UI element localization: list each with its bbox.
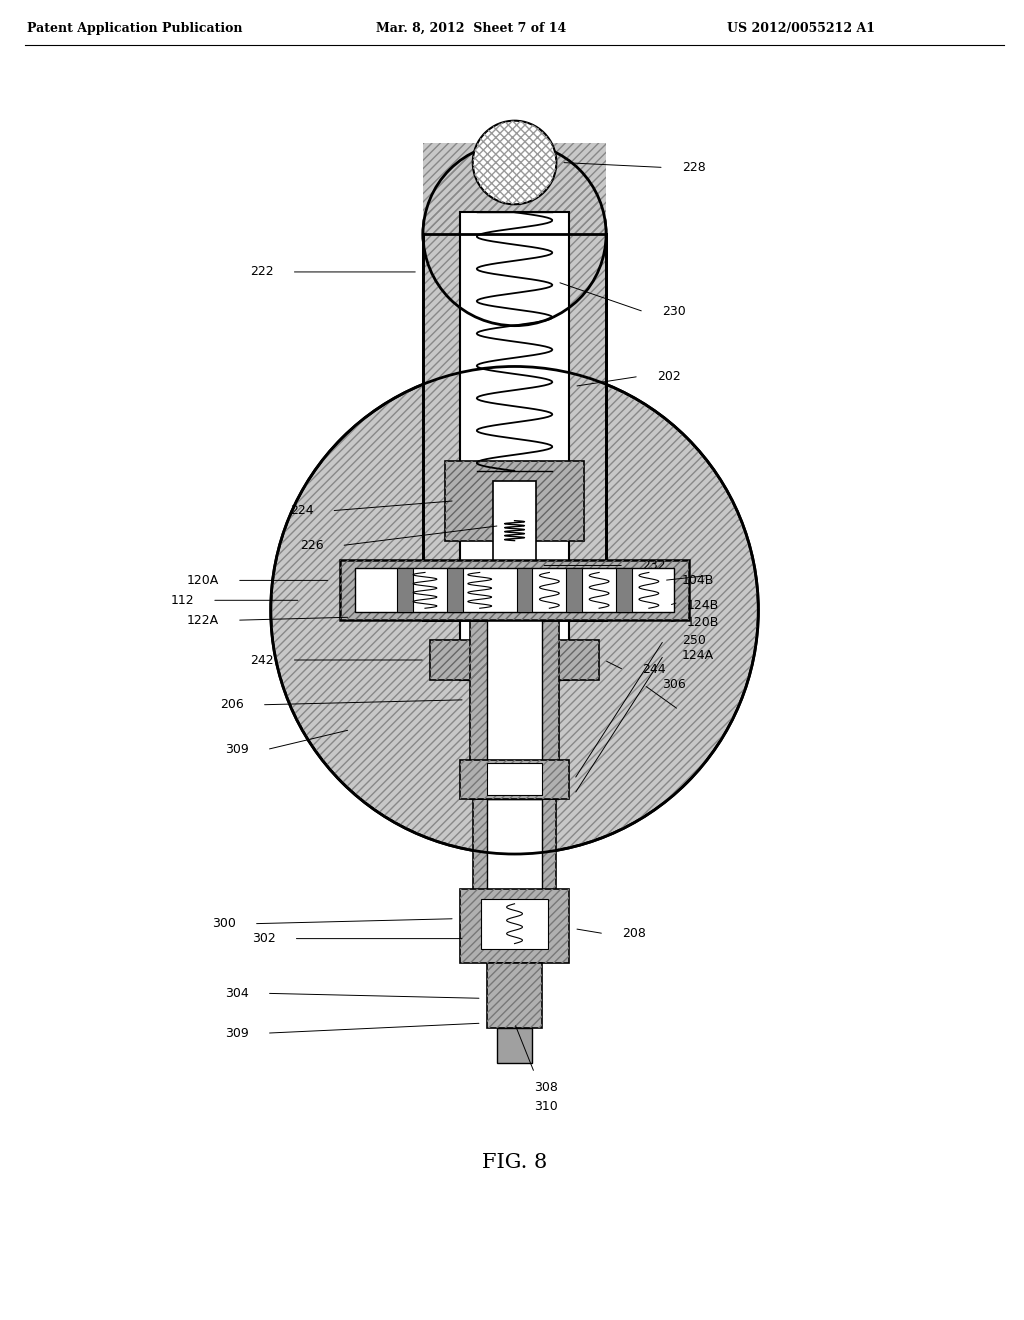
Text: 104B: 104B [682, 574, 714, 587]
Text: 124B: 124B [687, 599, 719, 611]
Bar [430, 640, 599, 680]
Bar [423, 234, 606, 620]
Bar [446, 569, 463, 612]
Text: 120B: 120B [687, 615, 719, 628]
Bar [460, 759, 569, 800]
Bar [473, 800, 556, 949]
Bar [423, 234, 606, 620]
Text: 244: 244 [642, 664, 666, 676]
Bar [486, 964, 543, 1028]
Text: 224: 224 [290, 504, 313, 517]
Text: 226: 226 [300, 539, 324, 552]
Text: 310: 310 [535, 1100, 558, 1113]
Bar [460, 213, 569, 680]
Text: 202: 202 [656, 370, 681, 383]
Bar [423, 234, 606, 620]
Text: 206: 206 [220, 698, 244, 711]
Text: 250: 250 [682, 634, 706, 647]
Text: 304: 304 [225, 987, 249, 999]
Text: Mar. 8, 2012  Sheet 7 of 14: Mar. 8, 2012 Sheet 7 of 14 [376, 21, 566, 34]
Text: 120A: 120A [186, 574, 219, 587]
Bar [460, 759, 569, 800]
Circle shape [270, 367, 759, 854]
Bar [616, 569, 632, 612]
Bar [473, 800, 556, 949]
Bar [486, 800, 543, 949]
Bar [340, 561, 689, 620]
Text: 302: 302 [252, 932, 275, 945]
Bar [493, 480, 537, 649]
Text: 309: 309 [225, 1027, 249, 1040]
Bar [497, 1028, 532, 1063]
Bar [460, 888, 569, 964]
Bar [423, 234, 606, 620]
Bar [444, 461, 585, 541]
Bar [423, 234, 606, 620]
Bar [460, 888, 569, 964]
Text: 232: 232 [642, 558, 666, 572]
Bar [423, 143, 606, 234]
Bar [486, 763, 543, 796]
Text: 222: 222 [250, 265, 273, 279]
Bar [470, 620, 559, 800]
Text: 112: 112 [171, 594, 195, 607]
Text: 309: 309 [225, 743, 249, 756]
Bar [340, 561, 689, 620]
Bar [486, 964, 543, 1028]
Bar [444, 461, 585, 541]
Text: 208: 208 [622, 927, 646, 940]
Text: 308: 308 [535, 1081, 558, 1094]
Bar [566, 569, 583, 612]
Text: 300: 300 [212, 917, 236, 931]
Bar [355, 569, 674, 612]
Text: 122A: 122A [187, 614, 219, 627]
Text: FIG. 8: FIG. 8 [482, 1152, 547, 1172]
Text: 228: 228 [682, 161, 706, 174]
Bar [480, 899, 549, 949]
Text: US 2012/0055212 A1: US 2012/0055212 A1 [727, 21, 876, 34]
Text: 124A: 124A [682, 648, 714, 661]
Bar [397, 569, 413, 612]
Text: Patent Application Publication: Patent Application Publication [27, 21, 243, 34]
Bar [486, 620, 543, 800]
Text: 242: 242 [250, 653, 273, 667]
Bar [430, 640, 599, 680]
Circle shape [423, 143, 606, 326]
Text: 306: 306 [662, 678, 685, 692]
Bar [423, 143, 606, 234]
Bar [470, 620, 559, 800]
Circle shape [473, 120, 556, 205]
Bar [493, 644, 537, 676]
Bar [516, 569, 532, 612]
Text: 230: 230 [662, 305, 685, 318]
